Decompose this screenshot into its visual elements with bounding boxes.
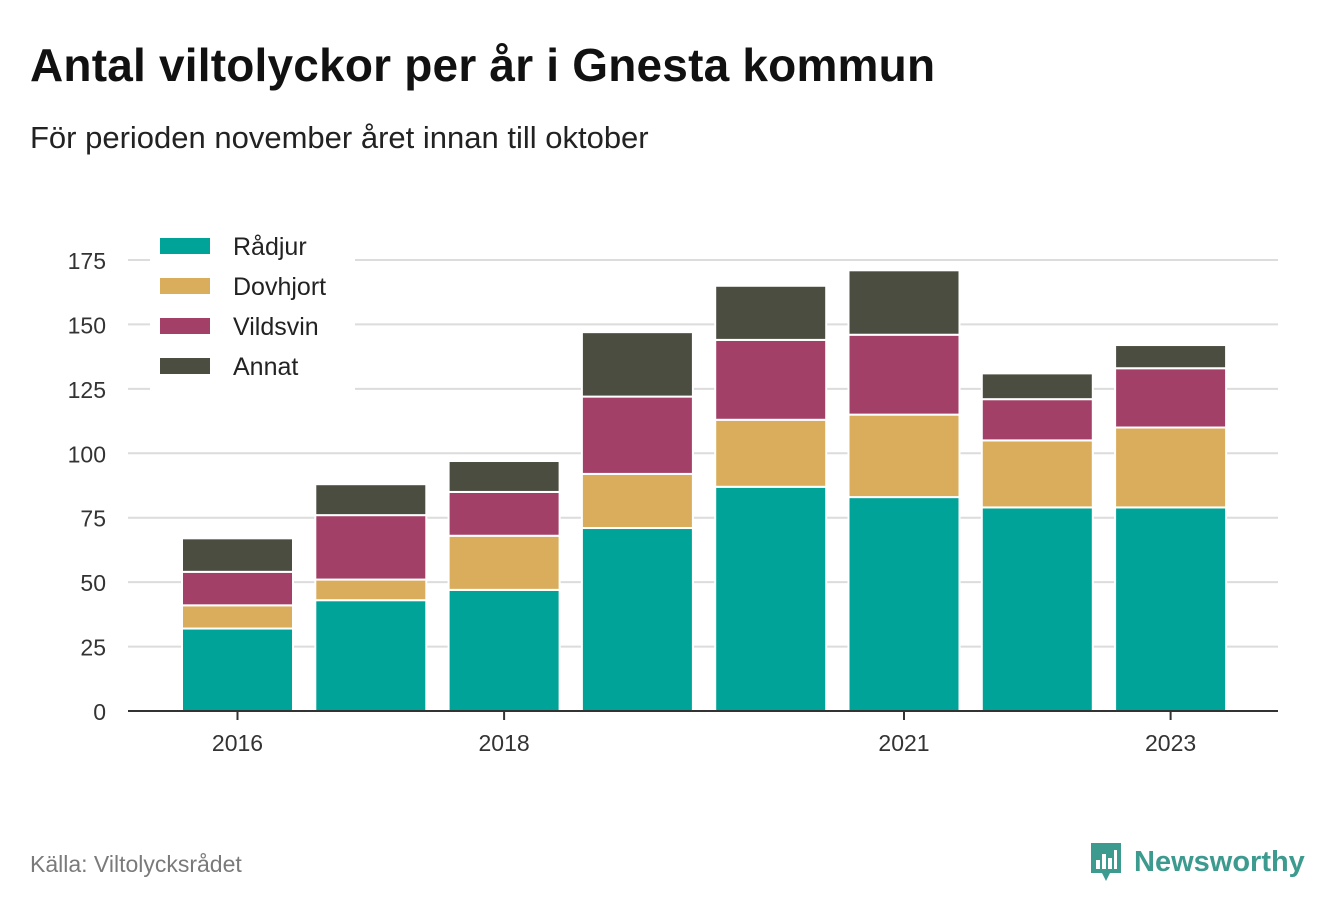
legend-label-r-djur: Rådjur bbox=[233, 233, 307, 261]
legend-swatch-r-djur bbox=[160, 238, 210, 254]
y-tick-label: 100 bbox=[68, 441, 106, 467]
x-tick-label: 2023 bbox=[1145, 730, 1196, 756]
chart-title: Antal viltolyckor per år i Gnesta kommun bbox=[30, 39, 936, 91]
y-tick-label: 175 bbox=[68, 248, 106, 274]
bar-dovhjort-2016 bbox=[181, 604, 294, 630]
y-tick-label: 125 bbox=[68, 377, 106, 403]
brand-name: Newsworthy bbox=[1134, 845, 1305, 878]
bar-dovhjort-2020 bbox=[714, 418, 828, 488]
bar-vildsvin-2023 bbox=[1114, 367, 1228, 429]
y-tick-label: 0 bbox=[93, 699, 106, 725]
bar-dovhjort-2021 bbox=[847, 413, 961, 499]
y-tick-label: 25 bbox=[80, 635, 106, 661]
bar-annat-2017 bbox=[314, 483, 428, 517]
bar-vildsvin-2017 bbox=[314, 514, 428, 581]
newsworthy-logo-icon bbox=[1091, 843, 1121, 881]
bar-r-djur-2019 bbox=[580, 527, 694, 712]
bar-dovhjort-2019 bbox=[580, 472, 694, 530]
bar-annat-2020 bbox=[714, 284, 828, 341]
bar-r-djur-2016 bbox=[181, 627, 294, 713]
bar-r-djur-2020 bbox=[714, 485, 828, 712]
y-tick-label: 75 bbox=[80, 506, 106, 532]
y-tick-label: 50 bbox=[80, 570, 106, 596]
bar-annat-2023 bbox=[1114, 344, 1228, 370]
legend-swatch-dovhjort bbox=[160, 278, 210, 294]
legend-label-annat: Annat bbox=[233, 353, 298, 381]
bar-annat-2016 bbox=[181, 537, 294, 573]
bar-vildsvin-2021 bbox=[847, 333, 961, 416]
bar-dovhjort-2018 bbox=[447, 534, 561, 591]
legend-swatch-vildsvin bbox=[160, 318, 210, 334]
legend-label-vildsvin: Vildsvin bbox=[233, 313, 319, 341]
x-tick-label: 2018 bbox=[479, 730, 530, 756]
bar-annat-2022 bbox=[980, 372, 1094, 401]
bar-annat-2018 bbox=[447, 460, 561, 493]
bar-annat-2019 bbox=[580, 331, 694, 398]
brand-logo: Newsworthy bbox=[1088, 840, 1305, 884]
bar-vildsvin-2020 bbox=[714, 338, 828, 421]
bar-vildsvin-2016 bbox=[181, 570, 294, 607]
bar-r-djur-2018 bbox=[447, 588, 561, 712]
x-tick-label: 2021 bbox=[878, 730, 929, 756]
bar-dovhjort-2017 bbox=[314, 578, 428, 602]
bar-r-djur-2022 bbox=[980, 506, 1094, 712]
bar-dovhjort-2023 bbox=[1114, 426, 1228, 509]
bar-vildsvin-2019 bbox=[580, 395, 694, 475]
bar-r-djur-2017 bbox=[314, 599, 428, 713]
bar-r-djur-2023 bbox=[1114, 506, 1228, 712]
bar-annat-2021 bbox=[847, 269, 961, 336]
chart-subtitle: För perioden november året innan till ok… bbox=[30, 120, 649, 155]
source-note: Källa: Viltolycksrådet bbox=[30, 851, 242, 877]
bar-r-djur-2021 bbox=[847, 496, 961, 712]
bar-dovhjort-2022 bbox=[980, 439, 1094, 509]
bar-vildsvin-2022 bbox=[980, 398, 1094, 442]
legend-swatch-annat bbox=[160, 358, 210, 374]
legend-label-dovhjort: Dovhjort bbox=[233, 273, 326, 301]
x-tick-label: 2016 bbox=[212, 730, 263, 756]
y-tick-label: 150 bbox=[68, 312, 106, 338]
bar-vildsvin-2018 bbox=[447, 490, 561, 537]
